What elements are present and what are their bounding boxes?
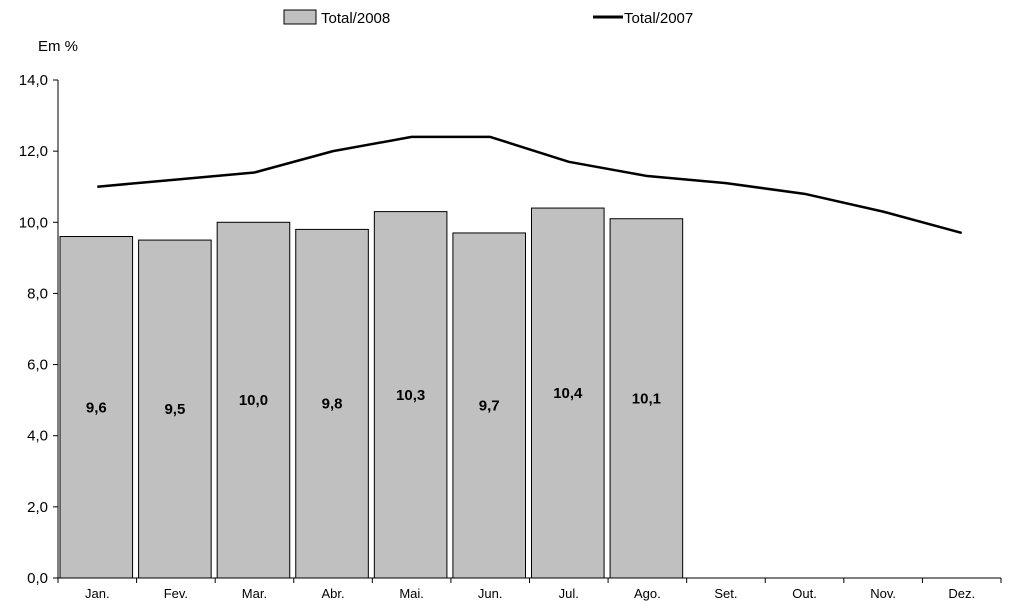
y-tick-label: 10,0 xyxy=(19,214,48,231)
x-tick-label: Ago. xyxy=(634,586,661,601)
line-series-total-2007 xyxy=(97,135,963,235)
bar xyxy=(373,211,448,579)
bar-data-label: 10,4 xyxy=(553,385,583,402)
bar xyxy=(138,239,212,579)
legend-label-total-2007: Total/2007 xyxy=(624,10,693,27)
plot-area: 0,0 2,0 4,0 6,0 8,0 10,0 12,0 14,0 Jan. Fev. Mar. A… xyxy=(19,72,1002,601)
x-tick-label: Jan. xyxy=(85,586,110,601)
bar-data-label: 10,3 xyxy=(396,387,425,404)
x-tick-label: Jul. xyxy=(559,586,579,601)
x-tick-label: Jun. xyxy=(478,586,503,601)
bar xyxy=(295,228,369,579)
y-tick-label: 12,0 xyxy=(19,143,48,160)
y-tick-label: 0,0 xyxy=(27,570,48,587)
y-tick-label: 14,0 xyxy=(19,72,48,89)
x-tick-label: Dez. xyxy=(948,586,975,601)
x-tick-label: Abr. xyxy=(321,586,344,601)
bar-data-label: 9,8 xyxy=(322,396,343,413)
legend-label-total-2008: Total/2008 xyxy=(321,10,390,27)
bar-data-label: 9,6 xyxy=(86,399,107,416)
bar xyxy=(452,232,526,579)
bar xyxy=(59,236,134,579)
bar xyxy=(609,218,684,579)
y-tick-label: 2,0 xyxy=(27,499,48,516)
x-tick-label: Set. xyxy=(714,586,737,601)
bar-data-label: 10,1 xyxy=(632,390,661,407)
x-tick-label: Mar. xyxy=(242,586,267,601)
legend-swatch-total-2008 xyxy=(283,9,317,25)
bar-data-label: 10,0 xyxy=(239,392,268,409)
x-tick-label: Out. xyxy=(792,586,817,601)
legend: Total/2008 Total/2007 xyxy=(283,9,693,27)
x-tick-label: Mai. xyxy=(399,586,424,601)
bar xyxy=(531,207,605,579)
bar xyxy=(216,221,291,579)
y-tick-label: 8,0 xyxy=(27,285,48,302)
bar-data-label: 9,7 xyxy=(479,397,500,414)
bar-data-label: 9,5 xyxy=(164,401,185,418)
y-tick-label: 6,0 xyxy=(27,357,48,374)
y-tick-label: 4,0 xyxy=(27,428,48,445)
y-axis-unit-label: Em % xyxy=(38,38,78,55)
x-tick-label: Fev. xyxy=(164,586,188,601)
x-tick-label: Nov. xyxy=(870,586,896,601)
